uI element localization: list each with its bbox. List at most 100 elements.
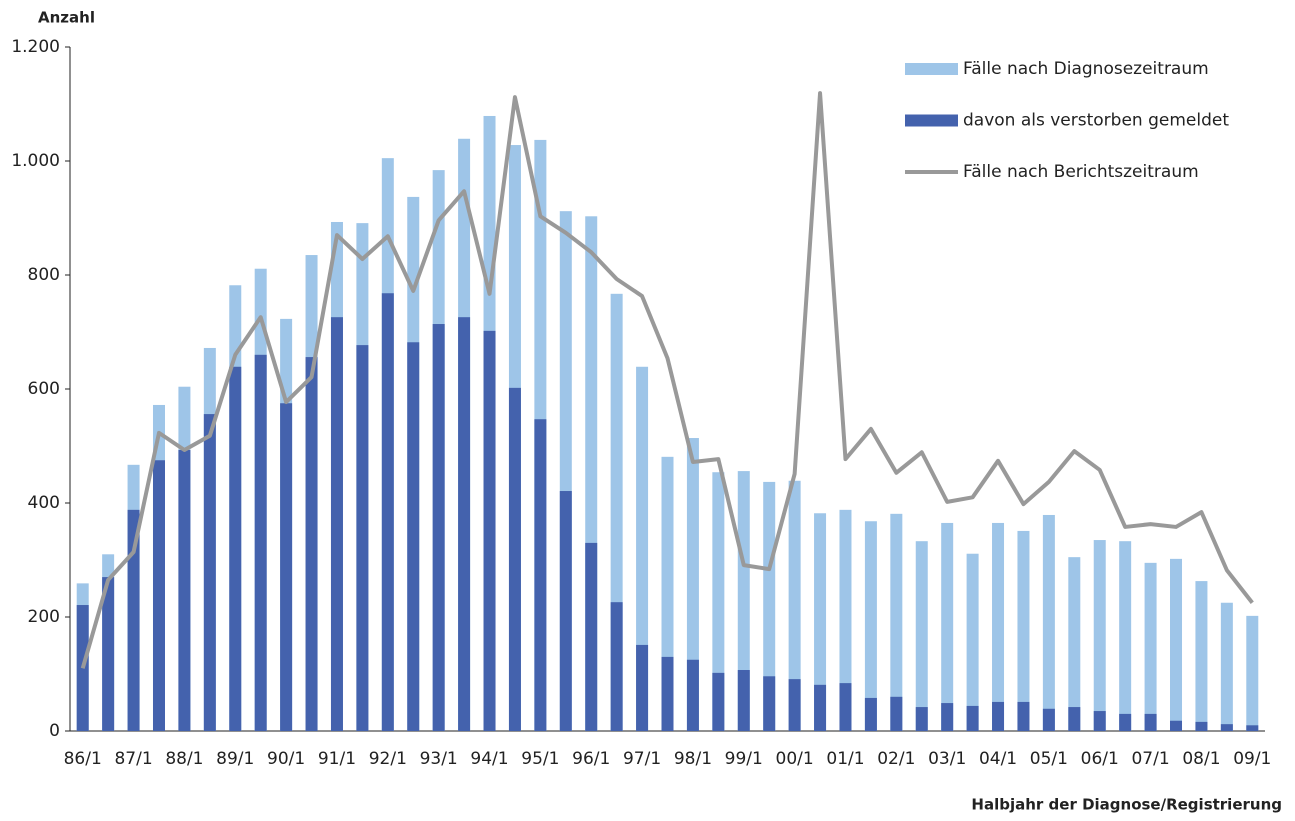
- bar: [1093, 540, 1106, 731]
- x-tick-label: 96/1: [572, 749, 610, 769]
- legend-label: Fälle nach Berichtszeitraum: [963, 162, 1199, 182]
- bar: [102, 577, 115, 731]
- bar: [1170, 720, 1183, 731]
- bar: [1220, 602, 1233, 731]
- bar: [915, 541, 928, 731]
- y-tick-label: 800: [28, 265, 60, 285]
- x-tick-label: 98/1: [674, 749, 712, 769]
- x-tick-label: 86/1: [64, 749, 102, 769]
- bar: [330, 317, 343, 731]
- legend-swatch: [905, 114, 958, 127]
- x-tick-label: 05/1: [1030, 749, 1068, 769]
- bar: [839, 683, 852, 731]
- x-tick-label: 09/1: [1233, 749, 1271, 769]
- y-tick-label: 1.200: [11, 37, 60, 57]
- bar: [966, 553, 979, 731]
- y-tick-label: 200: [28, 607, 60, 627]
- bar: [432, 324, 445, 731]
- bar: [966, 705, 979, 731]
- bar: [559, 491, 572, 731]
- bar: [483, 330, 496, 731]
- x-tick-label: 87/1: [114, 749, 152, 769]
- x-tick-label: 90/1: [267, 749, 305, 769]
- bar: [381, 293, 394, 731]
- bar: [254, 354, 267, 731]
- bar: [203, 414, 216, 731]
- bar: [788, 480, 801, 731]
- x-axis-label: Halbjahr der Diagnose/Registrierung: [971, 796, 1282, 814]
- bar: [305, 357, 318, 731]
- bar: [178, 449, 191, 731]
- x-tick-label: 02/1: [877, 749, 915, 769]
- x-tick-label: 04/1: [979, 749, 1017, 769]
- x-tick-label: 95/1: [521, 749, 559, 769]
- x-tick-label: 97/1: [623, 749, 661, 769]
- bar: [737, 670, 750, 731]
- bar: [1093, 711, 1106, 731]
- bar: [839, 509, 852, 731]
- x-tick-label: 93/1: [420, 749, 458, 769]
- bar: [1119, 541, 1132, 731]
- bar: [280, 403, 293, 731]
- bar: [1042, 708, 1055, 731]
- bar: [1246, 615, 1259, 731]
- x-tick-label: 01/1: [826, 749, 864, 769]
- x-tick-label: 88/1: [165, 749, 203, 769]
- bar: [610, 602, 623, 731]
- x-tick-label: 08/1: [1182, 749, 1220, 769]
- bar: [1042, 514, 1055, 731]
- bar: [864, 697, 877, 731]
- bar: [636, 366, 649, 731]
- bar: [814, 684, 827, 731]
- bar: [534, 419, 547, 731]
- legend-label: davon als verstorben gemeldet: [963, 111, 1229, 131]
- bar: [890, 696, 903, 731]
- x-tick-label: 91/1: [318, 749, 356, 769]
- bar: [127, 509, 140, 731]
- legend-label: Fälle nach Diagnosezeitraum: [963, 59, 1209, 79]
- bar: [737, 471, 750, 731]
- bar: [585, 542, 598, 731]
- bar: [941, 703, 954, 731]
- bar: [1220, 724, 1233, 731]
- bar: [712, 672, 725, 731]
- bar: [686, 438, 699, 731]
- y-tick-label: 600: [28, 379, 60, 399]
- x-tick-label: 92/1: [369, 749, 407, 769]
- bar: [1246, 725, 1259, 731]
- x-tick-label: 07/1: [1131, 749, 1169, 769]
- bar: [1195, 721, 1208, 731]
- x-tick-label: 89/1: [216, 749, 254, 769]
- bar: [763, 481, 776, 731]
- legend-swatch: [905, 63, 958, 75]
- y-tick-label: 1.000: [11, 151, 60, 171]
- bar: [763, 676, 776, 731]
- x-tick-label: 00/1: [776, 749, 814, 769]
- bar: [508, 387, 521, 731]
- bar: [915, 707, 928, 731]
- bar: [864, 521, 877, 731]
- x-tick-label: 03/1: [928, 749, 966, 769]
- bar: [1195, 581, 1208, 731]
- bar: [229, 366, 242, 731]
- y-tick-label: 400: [28, 493, 60, 513]
- bar: [712, 472, 725, 731]
- bar: [788, 679, 801, 731]
- bar: [890, 513, 903, 731]
- y-tick-label: 0: [49, 721, 60, 741]
- bar: [356, 345, 369, 731]
- bar: [1144, 713, 1157, 731]
- bar: [1068, 707, 1081, 731]
- bar: [814, 513, 827, 731]
- bar: [1119, 713, 1132, 731]
- bar: [1144, 562, 1157, 731]
- bar: [992, 701, 1005, 731]
- x-tick-label: 94/1: [470, 749, 508, 769]
- bar: [1017, 530, 1030, 731]
- bar: [686, 659, 699, 731]
- bar: [458, 317, 471, 731]
- bar: [407, 342, 420, 731]
- bar: [992, 522, 1005, 731]
- x-tick-label: 06/1: [1081, 749, 1119, 769]
